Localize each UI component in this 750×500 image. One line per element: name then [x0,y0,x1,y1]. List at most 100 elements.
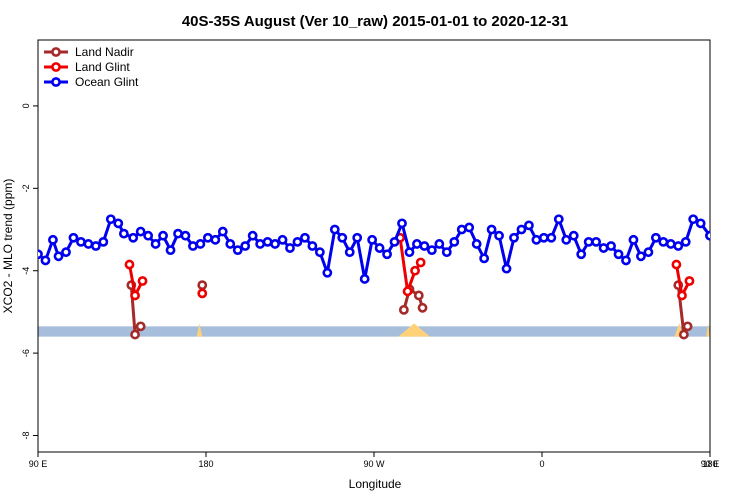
series-ocean-glint [38,214,743,284]
data-point [426,245,437,256]
data-point [524,220,534,231]
legend-label: Ocean Glint [75,75,139,89]
data-point [583,236,594,247]
data-point [247,230,258,241]
data-point [682,321,693,332]
data-point [729,232,736,239]
y-tick-label: -6 [21,349,31,357]
data-point [643,247,654,258]
data-point [98,236,109,247]
data-point [150,239,161,249]
data-point [658,236,669,247]
data-point [382,249,392,260]
data-point [367,234,378,245]
data-point [359,274,370,284]
data-point [456,224,467,235]
data-point [344,247,355,258]
data-point [695,218,706,229]
data-point [434,239,445,249]
data-point [398,304,409,315]
data-point [225,239,236,249]
data-point [677,290,687,301]
data-point [591,236,602,247]
data-point [471,239,482,249]
data-point [404,247,415,258]
legend-swatch-marker [51,47,61,57]
data-point [374,243,385,253]
data-point [415,257,426,268]
data-point [479,253,490,264]
data-point [486,224,497,235]
y-tick-label: -4 [21,267,31,275]
x-axis-label: Longitude [349,477,402,491]
data-point [270,239,280,249]
data-point [509,232,519,243]
y-tick-label: 0 [21,103,31,108]
ocean-band [38,326,710,337]
data-point [419,241,430,251]
data-point [124,259,135,270]
data-point [130,329,140,340]
data-point [402,286,413,297]
chart-title: 40S-35S August (Ver 10_raw) 2015-01-01 t… [182,13,568,30]
data-point [389,236,400,247]
data-point [130,290,140,301]
data-point [113,218,124,229]
legend-label: Land Glint [75,60,130,74]
data-point [180,230,191,241]
data-point [531,234,542,245]
data-point [210,234,221,245]
data-point [285,243,295,253]
data-point [105,214,116,225]
data-point [714,234,721,241]
data-point [300,232,310,243]
data-point [61,247,71,258]
data-point [538,232,549,243]
series-line [398,237,422,293]
data-point [441,247,452,258]
data-point [736,240,743,247]
series-line [709,235,710,238]
data-point [337,232,348,243]
data-point [494,230,504,241]
data-point [38,249,43,260]
data-point [412,239,422,249]
data-point [561,234,572,245]
data-point [277,234,288,245]
data-point [195,239,206,249]
x-tick-label: 0 [539,459,544,469]
data-point [137,276,148,286]
legend-swatch-marker [51,62,61,72]
x-tick-label: 180 [198,459,213,469]
land-band-segment [196,323,203,337]
data-point [606,241,616,251]
data-point [53,251,64,262]
data-point [76,236,86,247]
data-point [671,259,682,270]
legend-label: Land Nadir [75,45,134,59]
data-point [636,251,646,262]
data-point [613,249,624,260]
x-tick-label: 90 E [29,459,48,469]
data-point [202,232,213,243]
y-tick-label: -2 [21,184,31,192]
data-point [417,302,428,313]
data-point [673,241,684,251]
data-point [40,255,51,266]
data-point [307,241,318,251]
data-point [684,276,695,286]
data-point [721,228,728,235]
data-point [217,226,228,237]
data-point [197,280,208,291]
legend-item: Land Nadir [44,45,134,59]
data-point [232,245,243,256]
data-point [628,234,639,245]
data-point [128,232,139,243]
data-point [705,230,710,241]
data-point [621,255,631,266]
data-point [314,247,325,258]
land-band-segment [706,323,710,337]
